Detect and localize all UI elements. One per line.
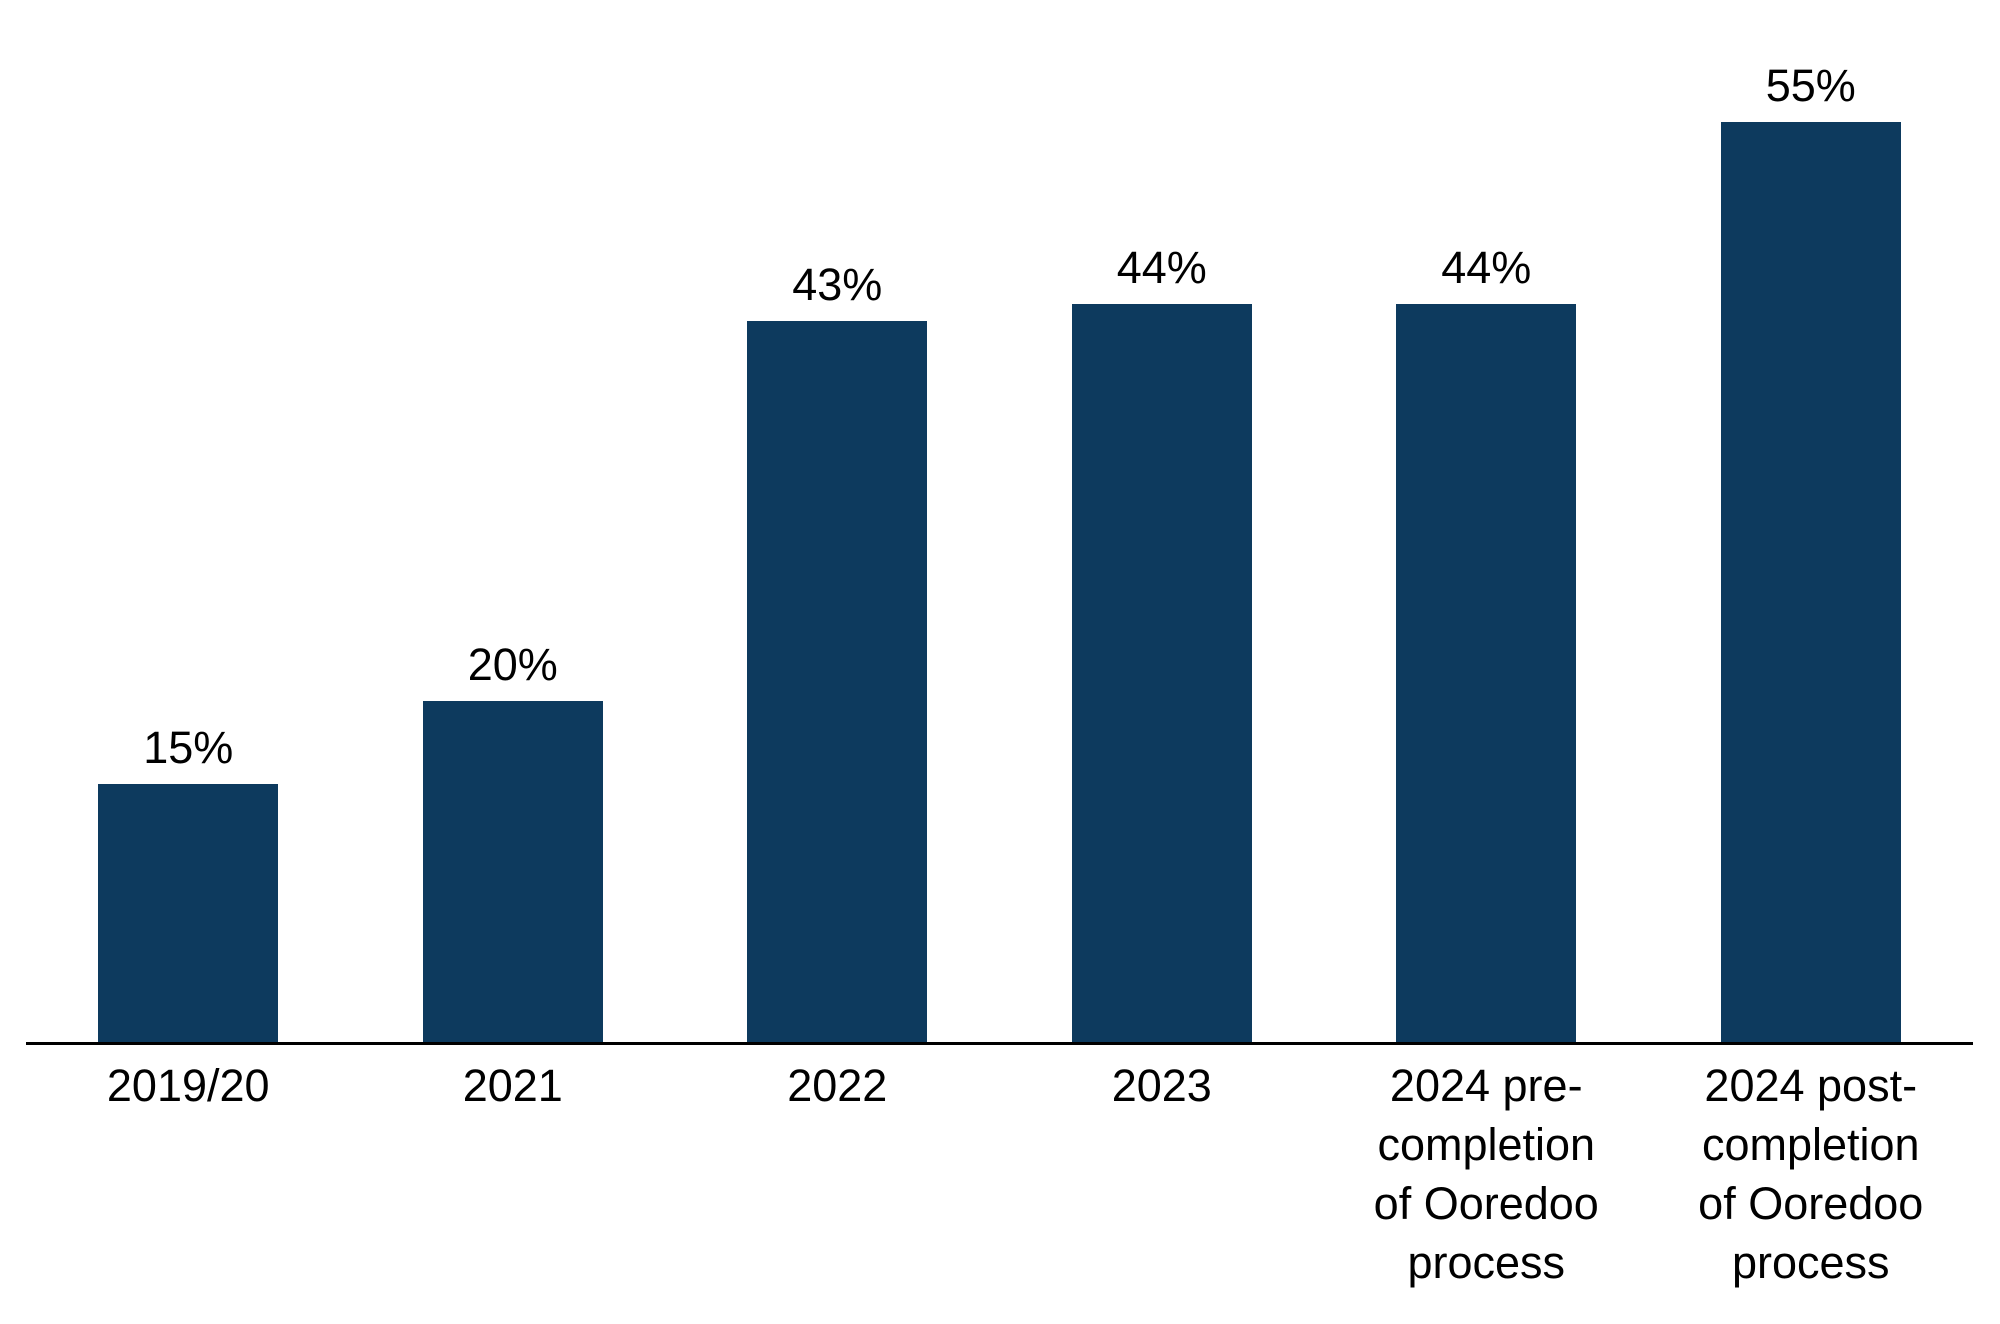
bar <box>747 321 928 1042</box>
x-axis-label: 2019/20 <box>106 1060 270 1111</box>
x-axis-label: 2021 <box>462 1060 563 1111</box>
bar <box>422 701 603 1042</box>
x-axis-label: 2024 pre- completion of Ooredoo process <box>1373 1060 1599 1288</box>
bar <box>1071 304 1252 1042</box>
x-axis-line <box>26 1042 1973 1045</box>
value-label: 20% <box>467 639 558 690</box>
value-label: 44% <box>1441 242 1532 293</box>
bar <box>1396 304 1577 1042</box>
bar <box>1720 122 1901 1042</box>
bar <box>98 784 279 1042</box>
x-axis-label: 2024 post- completion of Ooredoo process <box>1698 1060 1924 1288</box>
value-label: 44% <box>1116 242 1207 293</box>
value-label: 15% <box>143 722 234 773</box>
x-axis-label: 2022 <box>787 1060 888 1111</box>
x-axis-label: 2023 <box>1111 1060 1212 1111</box>
value-label: 43% <box>792 259 883 310</box>
value-label: 55% <box>1765 60 1856 111</box>
